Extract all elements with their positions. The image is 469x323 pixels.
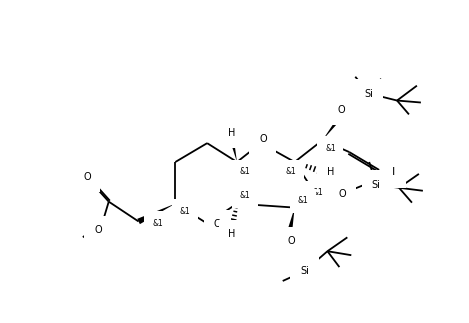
Text: O: O <box>339 189 346 199</box>
Text: &1: &1 <box>180 207 191 216</box>
Text: &1: &1 <box>240 191 250 200</box>
Text: H: H <box>228 229 236 239</box>
Text: O: O <box>338 105 345 115</box>
Text: &1: &1 <box>325 144 336 152</box>
Text: &1: &1 <box>297 196 308 205</box>
Text: O: O <box>213 219 221 229</box>
Text: O: O <box>94 225 102 235</box>
Polygon shape <box>137 203 175 224</box>
Polygon shape <box>310 185 335 194</box>
Text: Si: Si <box>300 266 309 276</box>
Text: O: O <box>259 134 267 144</box>
Text: I: I <box>392 167 395 177</box>
Text: H: H <box>327 167 334 177</box>
Polygon shape <box>287 208 295 232</box>
Polygon shape <box>323 117 341 140</box>
Text: Si: Si <box>372 180 381 190</box>
Text: O: O <box>288 236 295 246</box>
Text: &1: &1 <box>240 167 250 176</box>
Text: Si: Si <box>365 89 374 99</box>
Polygon shape <box>230 140 237 162</box>
Text: &1: &1 <box>285 167 296 176</box>
Text: &1: &1 <box>312 188 323 197</box>
Text: H: H <box>228 128 236 138</box>
Text: O: O <box>83 172 91 182</box>
Text: &1: &1 <box>152 219 163 228</box>
